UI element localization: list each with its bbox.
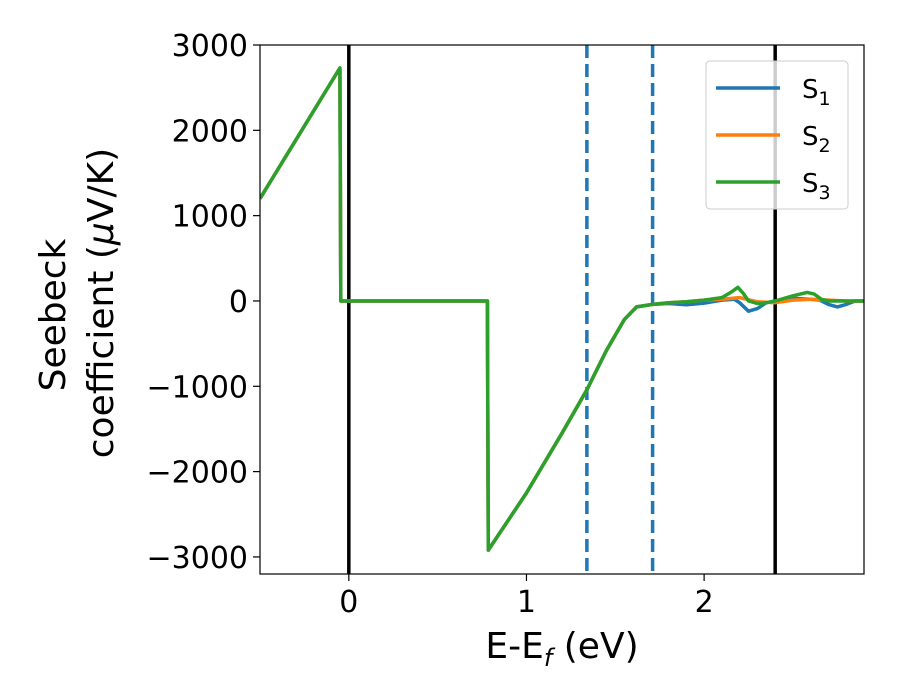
legend-label: S1 xyxy=(802,75,831,110)
x-axis-title: E-Ef (eV) xyxy=(485,626,638,672)
y-tick-label: −2000 xyxy=(147,456,248,491)
x-tick-label: 2 xyxy=(695,585,714,620)
y-tick-label: 2000 xyxy=(172,114,248,149)
x-tick-label: 1 xyxy=(517,585,536,620)
y-axis-title-line2: coefficient (μV/K) xyxy=(81,148,122,458)
y-tick-label: −3000 xyxy=(147,541,248,576)
y-tick-label: 1000 xyxy=(172,200,248,235)
y-tick-label: 3000 xyxy=(172,29,248,64)
legend-label: S3 xyxy=(802,169,831,204)
plot-frame xyxy=(259,44,865,575)
y-tick-label: 0 xyxy=(229,285,248,320)
legend-label: S2 xyxy=(802,122,831,157)
x-tick-label: 0 xyxy=(339,585,358,620)
legend: S1 S2 S3 xyxy=(705,60,849,210)
series-lines xyxy=(260,66,864,552)
axis-ticks: 0 1 2 3000 2000 1000 0 −1000 −2000 −3000 xyxy=(147,29,714,620)
y-tick-label: −1000 xyxy=(147,370,248,405)
y-axis-title-line1: Seebeck xyxy=(33,238,74,391)
series-line-S3 xyxy=(260,66,864,552)
